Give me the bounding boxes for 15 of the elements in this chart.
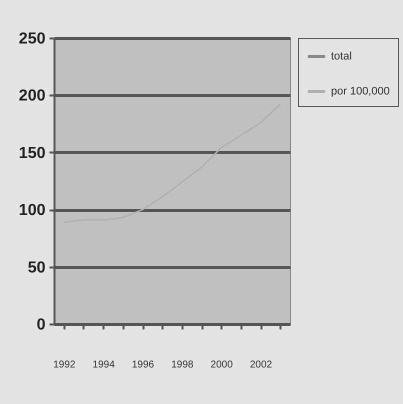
y-tick-label: 150 bbox=[18, 144, 46, 162]
legend-label: total bbox=[331, 50, 352, 62]
x-tick-label: 2000 bbox=[210, 360, 234, 370]
x-tick-label: 1998 bbox=[171, 360, 194, 370]
x-tick-label: 1996 bbox=[132, 360, 155, 370]
y-tick-label: 100 bbox=[18, 202, 46, 220]
y-tick-label: 50 bbox=[28, 259, 46, 276]
y-tick-label: 200 bbox=[18, 88, 46, 105]
x-tick-label: 1994 bbox=[92, 360, 116, 370]
x-tick-label: 1992 bbox=[53, 360, 76, 370]
x-tick-label: 2002 bbox=[250, 360, 273, 370]
line-series bbox=[63, 104, 281, 223]
y-tick-label: 0 bbox=[36, 316, 46, 334]
legend-label: por 100,000 bbox=[331, 86, 390, 98]
y-tick-label: 250 bbox=[18, 30, 46, 48]
